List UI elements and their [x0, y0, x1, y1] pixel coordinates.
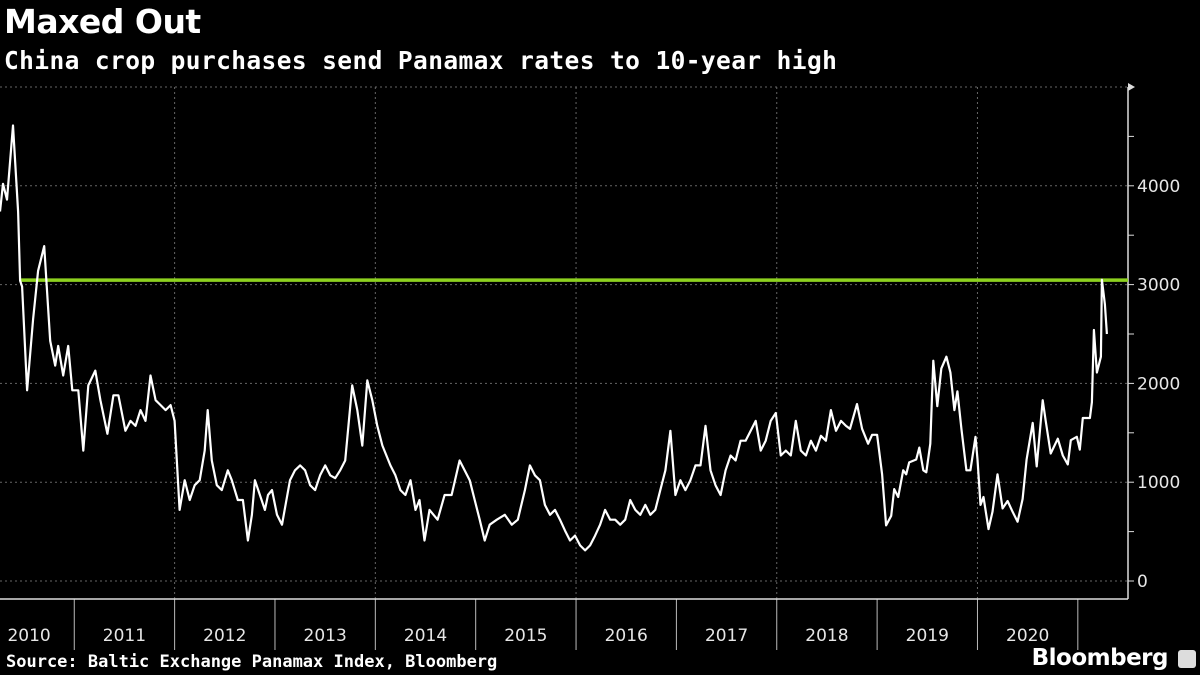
x-tick-label: 2013 — [304, 626, 347, 646]
y-tick-label: 0 — [1137, 572, 1148, 592]
y-tick-label: 4000 — [1137, 177, 1180, 197]
chart-title: Maxed Out — [4, 2, 201, 41]
y-axis-arrow-icon — [1128, 83, 1135, 91]
x-tick-label: 2014 — [404, 626, 447, 646]
x-tick-label: 2019 — [906, 626, 949, 646]
x-tick-label: 2016 — [605, 626, 648, 646]
bloomberg-logo: Bloomberg — [1031, 645, 1169, 671]
y-tick-label: 3000 — [1137, 276, 1180, 296]
panamax-index-line — [0, 124, 1108, 552]
x-tick-label: 2018 — [805, 626, 848, 646]
chart-subtitle: China crop purchases send Panamax rates … — [4, 46, 838, 75]
x-tick-label: 2020 — [1006, 626, 1049, 646]
source-note: Source: Baltic Exchange Panamax Index, B… — [6, 652, 498, 672]
x-tick-label: 2012 — [203, 626, 246, 646]
x-tick-label: 2010 — [7, 626, 50, 646]
y-tick-label: 1000 — [1137, 473, 1180, 493]
x-tick-label: 2017 — [705, 626, 748, 646]
x-tick-label: 2011 — [103, 626, 146, 646]
bloomberg-chart-icon — [1178, 650, 1196, 668]
x-tick-label: 2015 — [504, 626, 547, 646]
y-tick-label: 2000 — [1137, 374, 1180, 394]
